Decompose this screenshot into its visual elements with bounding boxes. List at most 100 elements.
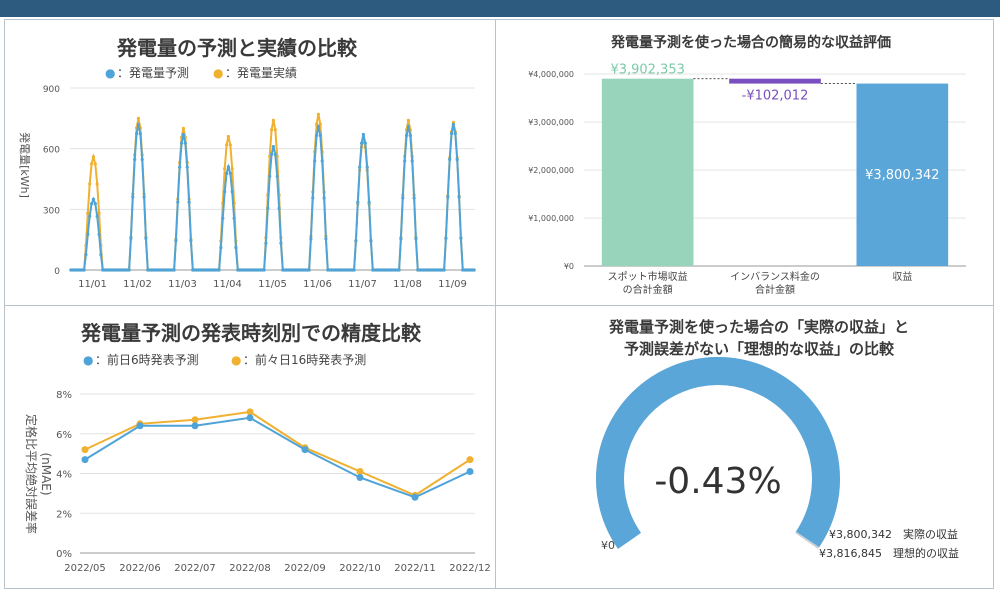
data-point <box>181 132 185 137</box>
data-point <box>91 197 95 201</box>
data-point <box>410 159 414 163</box>
data-point <box>95 214 99 218</box>
data-point <box>450 132 454 136</box>
x-tick-label: 合計金額 <box>755 283 795 296</box>
data-point <box>185 165 189 169</box>
data-point <box>466 456 474 464</box>
y-tick-label: ¥1,000,000 <box>528 214 574 223</box>
y-tick-label: 300 <box>43 206 60 216</box>
legend-16pm: ：前々日16時発表予測 <box>243 352 366 367</box>
data-point <box>246 414 254 422</box>
data-point <box>406 124 410 128</box>
data-point <box>271 118 275 122</box>
data-point <box>451 122 455 126</box>
data-point <box>455 157 459 162</box>
panel-revenue-gauge: 発電量予測を使った場合の「実際の収益」と 予測誤差がない「理想的な収益」の比較 … <box>496 306 994 588</box>
x-tick-label: 2022/10 <box>339 563 381 574</box>
data-point <box>273 128 277 132</box>
data-point <box>81 446 89 454</box>
data-point <box>225 143 229 147</box>
y-tick-label: ¥2,000,000 <box>528 166 574 175</box>
data-point <box>356 474 364 481</box>
data-point <box>453 132 457 136</box>
data-point <box>176 200 180 204</box>
y-tick-label: 6% <box>56 430 72 441</box>
y-tick-label: ¥3,000,000 <box>528 118 574 127</box>
y-tick-label: 0% <box>56 549 72 560</box>
data-point <box>403 159 407 163</box>
data-point <box>91 155 95 159</box>
data-point <box>363 141 367 145</box>
x-tick-label: インバランス料金の <box>730 270 820 283</box>
gauge-min-label: ¥0 <box>601 539 615 552</box>
data-point <box>142 195 146 199</box>
data-point <box>275 174 279 178</box>
data-point <box>273 152 277 156</box>
x-tick-label: 2022/07 <box>174 563 216 574</box>
legend: ● ：前日6時発表予測 ● ：前々日16時発表予測 <box>83 352 366 367</box>
legend: ● ：発電量予測 ● ：発電量実績 <box>105 65 297 80</box>
legend-marker-forecast: ● <box>105 66 115 80</box>
data-point <box>82 268 86 272</box>
data-point <box>226 134 230 139</box>
data-point <box>369 239 373 243</box>
data-point <box>93 202 97 206</box>
data-point <box>442 268 446 272</box>
data-point <box>412 196 416 200</box>
bar-1 <box>729 78 821 84</box>
data-point <box>97 232 101 237</box>
data-point <box>136 116 140 120</box>
x-tick-label: 2022/08 <box>229 563 271 574</box>
data-point <box>189 239 193 243</box>
data-point <box>223 167 227 171</box>
data-point <box>217 268 221 272</box>
legend-marker-6am: ● <box>83 353 93 367</box>
revenue-gauge-chart: 発電量予測を使った場合の「実際の収益」と 予測誤差がない「理想的な収益」の比較 … <box>596 318 959 560</box>
series-0 <box>81 414 474 501</box>
data-point <box>311 196 315 200</box>
data-point <box>262 268 266 272</box>
data-point <box>408 133 412 138</box>
data-label: -¥102,012 <box>742 89 809 104</box>
data-point <box>95 182 99 186</box>
data-point <box>232 216 236 220</box>
x-tick-label: 2022/12 <box>449 563 491 574</box>
data-point <box>230 167 234 171</box>
data-point <box>466 468 474 475</box>
data-point <box>131 195 135 199</box>
data-point <box>136 422 144 430</box>
x-tick-label: 2022/06 <box>119 563 161 574</box>
data-point <box>138 132 142 136</box>
x-tick-label: 11/04 <box>213 279 242 290</box>
data-point <box>86 232 90 237</box>
data-point <box>399 237 403 241</box>
data-point <box>266 206 270 210</box>
data-point <box>277 206 281 210</box>
bar-0 <box>601 78 694 266</box>
data-point <box>93 162 97 166</box>
chart-title: 発電量予測の発表時刻別での精度比較 <box>80 321 422 345</box>
data-point <box>356 200 360 204</box>
legend-forecast: ：発電量予測 <box>117 66 189 80</box>
data-point <box>223 190 227 194</box>
generation-chart: 発電量の予測と実績の比較 ● ：発電量予測 ● ：発電量実績 発電量[kWh] … <box>18 36 476 290</box>
data-point <box>174 239 178 243</box>
y-tick-label: ¥0 <box>564 262 574 271</box>
x-tick-label: 11/01 <box>78 279 107 290</box>
chart-title: 発電量予測を使った場合の簡易的な収益評価 <box>610 34 891 51</box>
data-point <box>99 253 103 257</box>
data-point <box>228 143 232 147</box>
data-point <box>313 159 317 163</box>
dashboard-frame <box>4 19 994 589</box>
data-point <box>318 122 322 126</box>
y-axis-label: 定格比平均絶対誤差率 (nMAE) <box>24 414 53 534</box>
chart-title-line1: 発電量予測を使った場合の「実際の収益」と <box>608 318 909 336</box>
data-point <box>133 157 137 162</box>
data-point <box>270 128 274 132</box>
data-point <box>270 152 274 156</box>
data-point <box>86 211 90 215</box>
data-point <box>444 236 448 240</box>
panel-accuracy-comparison: 発電量予測の発表時刻別での精度比較 ● ：前日6時発表予測 ● ：前々日16時発… <box>5 306 494 588</box>
y-tick-label: 2% <box>56 509 72 520</box>
data-point <box>221 216 225 220</box>
